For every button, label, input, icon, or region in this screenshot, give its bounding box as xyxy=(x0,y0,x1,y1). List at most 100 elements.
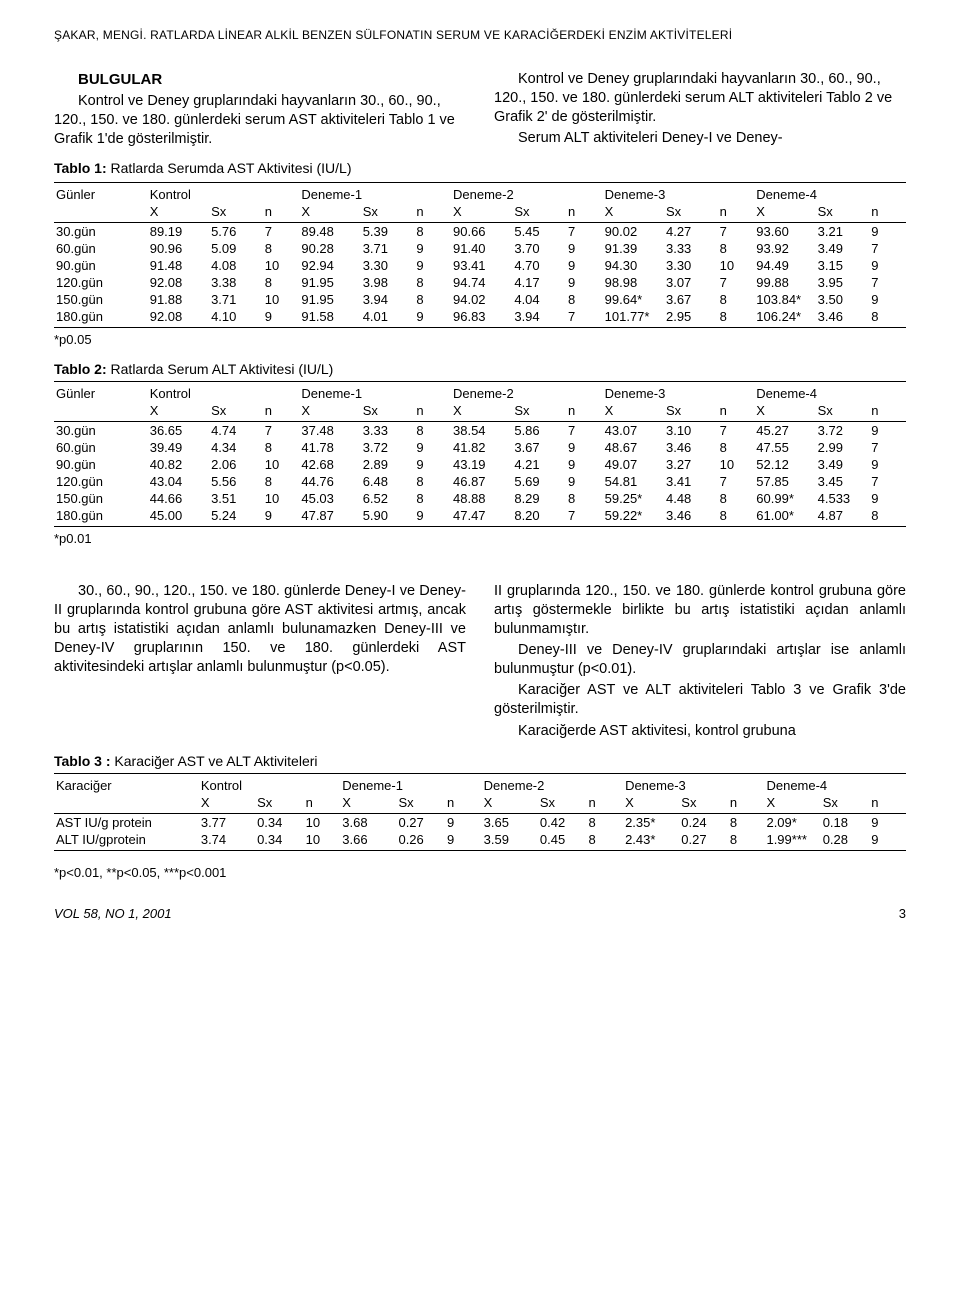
table-row: 120.gün43.045.56844.766.48846.875.69954.… xyxy=(54,473,906,490)
cell: 46.87 xyxy=(451,473,512,490)
row-label: 180.gün xyxy=(54,507,148,527)
table1-sub: Sx xyxy=(209,203,263,223)
cell: 7 xyxy=(566,507,603,527)
cell: 3.41 xyxy=(664,473,718,490)
table2-sub: Sx xyxy=(664,402,718,422)
cell: 9 xyxy=(869,813,906,831)
cell: 3.94 xyxy=(512,308,566,328)
cell: 90.66 xyxy=(451,222,512,240)
cell: 7 xyxy=(869,240,906,257)
cell: 47.55 xyxy=(754,439,815,456)
cell: 9 xyxy=(566,473,603,490)
cell: 9 xyxy=(414,507,451,527)
cell: 5.69 xyxy=(512,473,566,490)
table3-sub: X xyxy=(764,794,820,814)
cell: 91.58 xyxy=(299,308,360,328)
cell: 4.10 xyxy=(209,308,263,328)
table1-body: 30.gün89.195.76789.485.39890.665.45790.0… xyxy=(54,222,906,327)
cell: 9 xyxy=(869,291,906,308)
cell: 9 xyxy=(566,274,603,291)
mid-right-p2: Deney-III ve Deney-IV gruplarındaki artı… xyxy=(494,641,906,679)
cell: 8 xyxy=(718,308,755,328)
cell: 3.72 xyxy=(816,421,870,439)
cell: 9 xyxy=(869,257,906,274)
cell: 91.88 xyxy=(148,291,209,308)
cell: 9 xyxy=(414,240,451,257)
cell: 9 xyxy=(445,831,482,851)
cell: 3.67 xyxy=(512,439,566,456)
cell: 2.95 xyxy=(664,308,718,328)
cell: 3.46 xyxy=(816,308,870,328)
table2-group-3: Deneme-3 xyxy=(603,381,755,402)
cell: 8 xyxy=(718,439,755,456)
table-row: 30.gün89.195.76789.485.39890.665.45790.0… xyxy=(54,222,906,240)
cell: 3.65 xyxy=(482,813,538,831)
cell: 9 xyxy=(869,421,906,439)
table3-caption-bold: Tablo 3 : xyxy=(54,753,111,769)
cell: 94.74 xyxy=(451,274,512,291)
cell: 9 xyxy=(869,490,906,507)
cell: 5.45 xyxy=(512,222,566,240)
cell: 4.04 xyxy=(512,291,566,308)
table3-group-1: Deneme-1 xyxy=(340,773,481,794)
cell: 57.85 xyxy=(754,473,815,490)
cell: 9 xyxy=(869,222,906,240)
cell: 9 xyxy=(263,308,300,328)
table3-sub: n xyxy=(445,794,482,814)
table3-sub: n xyxy=(728,794,765,814)
cell: 4.70 xyxy=(512,257,566,274)
cell: 8 xyxy=(414,490,451,507)
cell: 91.48 xyxy=(148,257,209,274)
cell: 98.98 xyxy=(603,274,664,291)
cell: 0.24 xyxy=(679,813,728,831)
cell: 0.28 xyxy=(821,831,870,851)
table2-sub: Sx xyxy=(816,402,870,422)
cell: 0.26 xyxy=(396,831,445,851)
cell: 42.68 xyxy=(299,456,360,473)
cell: 41.78 xyxy=(299,439,360,456)
cell: 7 xyxy=(566,222,603,240)
table1-sub: n xyxy=(869,203,906,223)
cell: 0.34 xyxy=(255,813,304,831)
table2-group-head: Günler Kontrol Deneme-1 Deneme-2 Deneme-… xyxy=(54,381,906,402)
table2-caption: Tablo 2: Ratlarda Serum ALT Aktivitesi (… xyxy=(54,361,906,377)
cell: 8 xyxy=(263,240,300,257)
cell: 8 xyxy=(586,813,623,831)
table-row: 30.gün36.654.74737.483.33838.545.86743.0… xyxy=(54,421,906,439)
cell: 3.27 xyxy=(664,456,718,473)
cell: 10 xyxy=(304,831,341,851)
cell: 89.48 xyxy=(299,222,360,240)
cell: 5.86 xyxy=(512,421,566,439)
row-label: 150.gün xyxy=(54,490,148,507)
cell: 92.08 xyxy=(148,274,209,291)
row-label: 90.gün xyxy=(54,456,148,473)
cell: 4.27 xyxy=(664,222,718,240)
cell: 3.33 xyxy=(361,421,415,439)
table2-sub: X xyxy=(299,402,360,422)
cell: 8 xyxy=(566,291,603,308)
table-row: ALT IU/gprotein3.740.34103.660.2693.590.… xyxy=(54,831,906,851)
mid-right-p4: Karaciğerde AST aktivitesi, kontrol grub… xyxy=(494,722,906,741)
cell: 0.42 xyxy=(538,813,587,831)
cell: 54.81 xyxy=(603,473,664,490)
table2-caption-rest: Ratlarda Serum ALT Aktivitesi (IU/L) xyxy=(107,361,334,377)
table3-sub: X xyxy=(623,794,679,814)
table3-sub: X xyxy=(340,794,396,814)
cell: 47.87 xyxy=(299,507,360,527)
cell: 0.27 xyxy=(396,813,445,831)
row-label: ALT IU/gprotein xyxy=(54,831,199,851)
cell: 5.09 xyxy=(209,240,263,257)
table3-group-4: Deneme-4 xyxy=(764,773,906,794)
table1-sub: Sx xyxy=(664,203,718,223)
cell: 3.10 xyxy=(664,421,718,439)
cell: 3.94 xyxy=(361,291,415,308)
table-row: 150.gün44.663.511045.036.52848.888.29859… xyxy=(54,490,906,507)
cell: 8 xyxy=(728,813,765,831)
cell: 9 xyxy=(869,831,906,851)
cell: 44.66 xyxy=(148,490,209,507)
cell: 3.45 xyxy=(816,473,870,490)
cell: 9 xyxy=(566,257,603,274)
cell: 3.71 xyxy=(361,240,415,257)
cell: 3.95 xyxy=(816,274,870,291)
mid-columns: 30., 60., 90., 120., 150. ve 180. günler… xyxy=(54,582,906,743)
